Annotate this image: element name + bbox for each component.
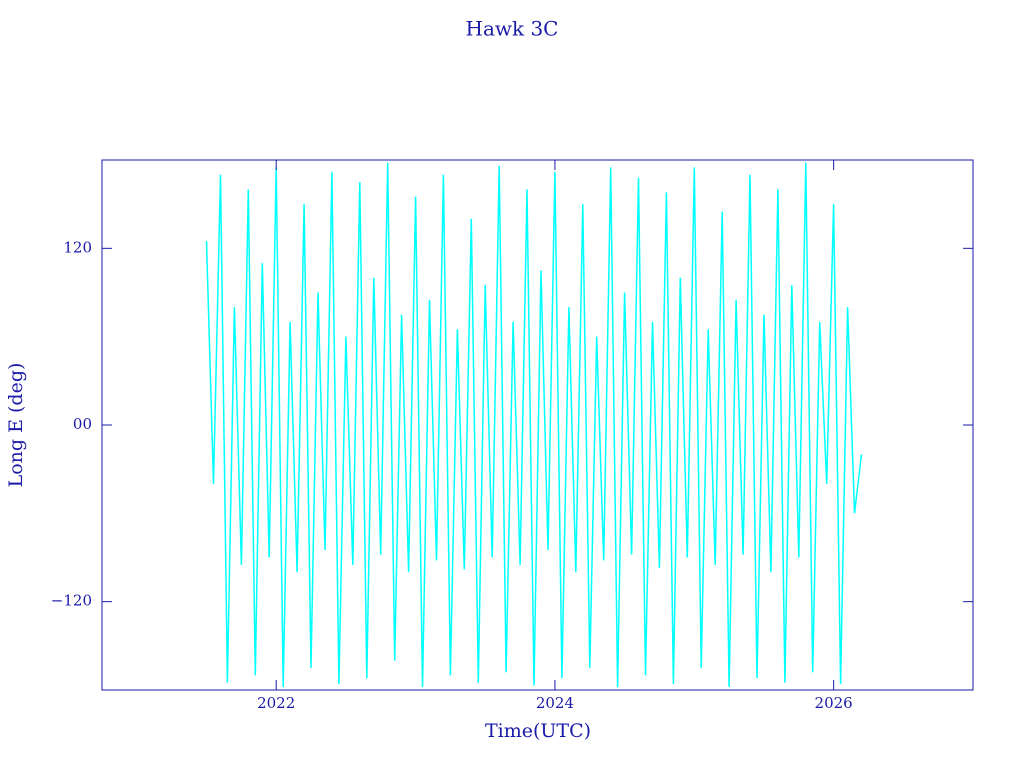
y-axis-label: Long E (deg) — [5, 363, 27, 488]
y-tick-label: 00 — [73, 415, 92, 433]
data-line — [205, 162, 863, 688]
x-tick-label: 2026 — [815, 694, 853, 712]
y-tick-label: 120 — [63, 238, 92, 256]
y-tick-label: −120 — [51, 592, 92, 610]
chart-title: Hawk 3C — [466, 17, 559, 41]
x-tick-label: 2024 — [536, 694, 574, 712]
x-axis-label: Time(UTC) — [485, 720, 591, 742]
x-tick-label: 2022 — [257, 694, 295, 712]
